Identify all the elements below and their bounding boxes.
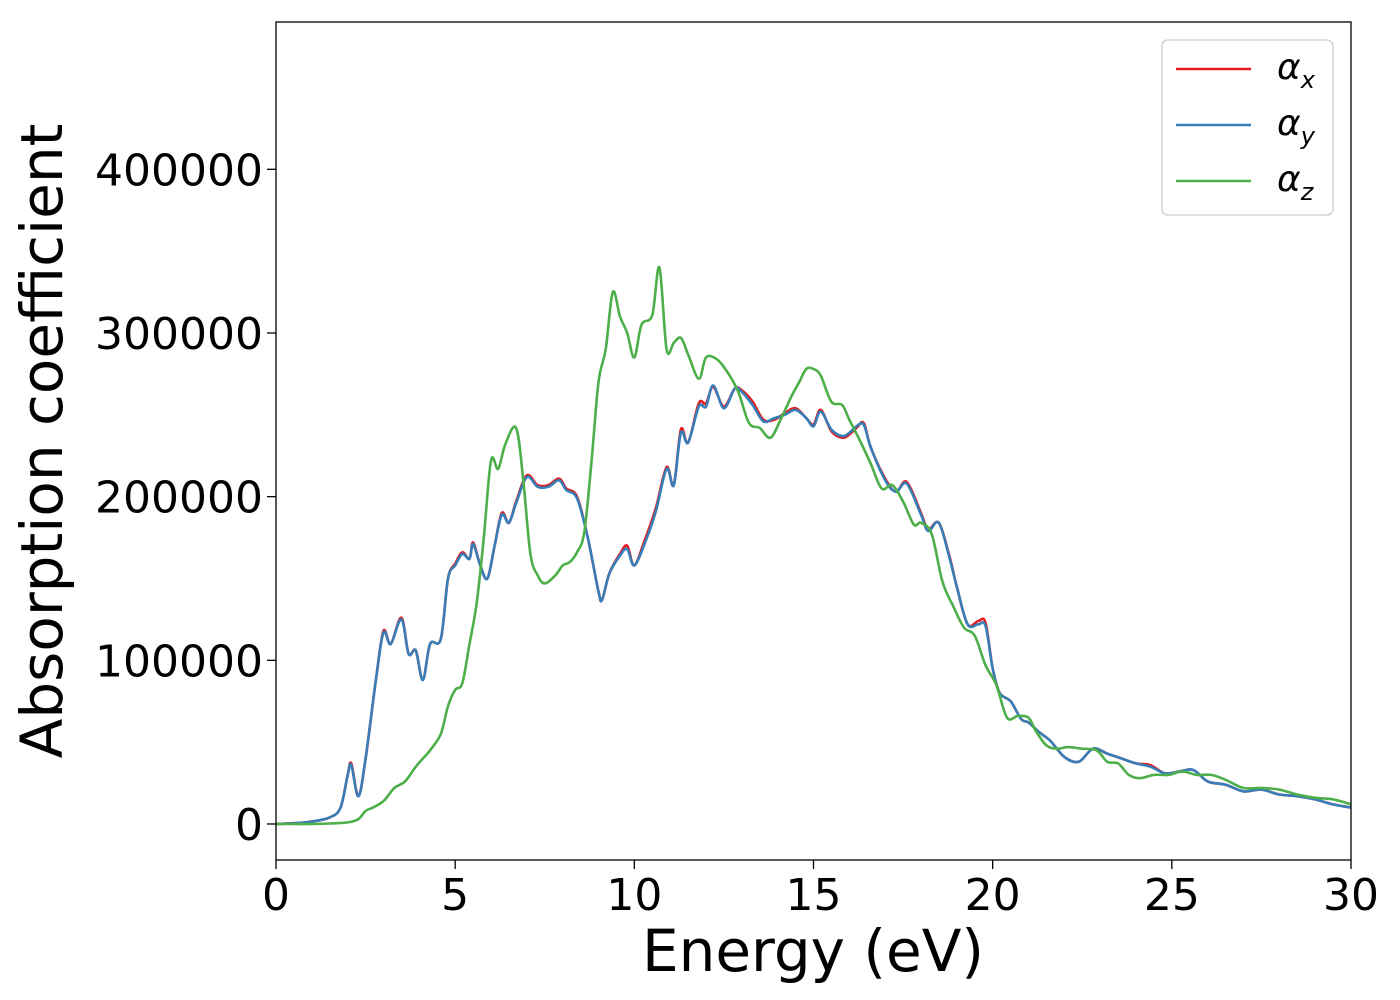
x-tick-label: 0 — [262, 870, 290, 921]
x-tick-label: 25 — [1144, 870, 1200, 921]
y-tick-label: 400000 — [95, 145, 263, 196]
series-line-alpha-z — [276, 266, 1352, 826]
y-tick-label: 300000 — [95, 309, 263, 360]
x-tick-label: 20 — [965, 870, 1021, 921]
x-tick-label: 10 — [606, 870, 662, 921]
y-tick-label: 200000 — [95, 473, 263, 524]
x-axis-ticks: 0 5 10 15 20 25 30 — [262, 860, 1379, 921]
y-tick-label: 0 — [235, 800, 263, 851]
plot-lines — [275, 266, 1352, 826]
y-axis-ticks: 0 100000 200000 300000 400000 — [95, 145, 276, 851]
y-tick-label: 100000 — [95, 636, 263, 687]
x-axis-title: Energy (eV) — [642, 917, 984, 985]
legend-box — [1161, 39, 1334, 216]
y-axis-title: Absorption coefficient — [8, 124, 76, 759]
x-tick-label: 15 — [786, 870, 842, 921]
series-line-alpha-y — [275, 384, 1352, 826]
series-line-alpha-x — [275, 385, 1352, 826]
x-tick-label: 30 — [1323, 870, 1379, 921]
x-tick-label: 5 — [441, 870, 469, 921]
